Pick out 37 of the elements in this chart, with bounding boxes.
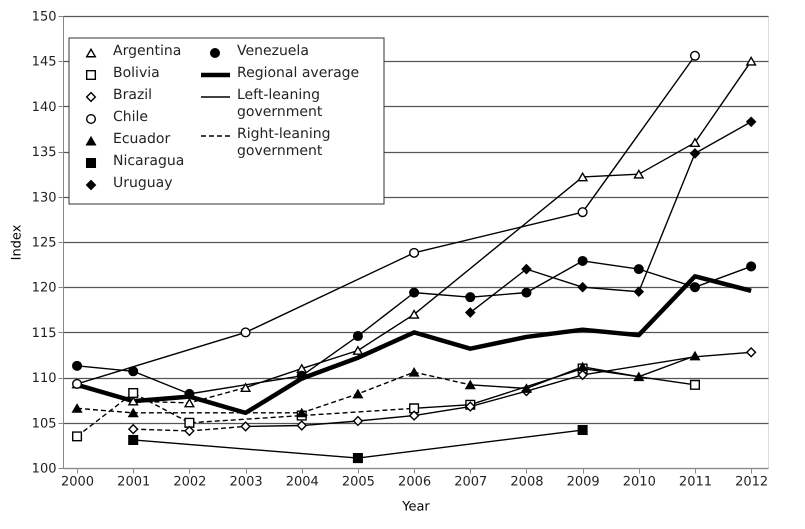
y-tick-label: 150 bbox=[32, 10, 56, 24]
y-tick-label: 130 bbox=[32, 190, 56, 206]
y-tick-label: 105 bbox=[32, 416, 56, 432]
y-tick-label: 125 bbox=[32, 236, 56, 250]
legend-label: Nicaragua bbox=[113, 153, 184, 169]
x-tick-label: 2007 bbox=[454, 474, 488, 490]
x-tick-label: 2003 bbox=[230, 474, 263, 490]
legend-label: Argentina bbox=[113, 43, 182, 59]
legend-label: Chile bbox=[113, 109, 148, 125]
x-tick-label: 2005 bbox=[342, 474, 375, 490]
x-tick-label: 2000 bbox=[60, 474, 94, 490]
y-tick-label: 110 bbox=[32, 371, 56, 386]
x-tick-label: 2004 bbox=[286, 474, 319, 490]
legend-label: Venezuela bbox=[237, 43, 309, 59]
y-axis-title: Index bbox=[10, 224, 25, 260]
legend-label: Right-leaning government bbox=[237, 126, 331, 159]
legend-label: Regional average bbox=[237, 65, 360, 81]
x-axis-title: Year bbox=[401, 500, 430, 514]
x-tick-label: 2010 bbox=[622, 474, 656, 490]
x-tick-label: 2002 bbox=[173, 474, 206, 490]
legend-label: Bolivia bbox=[113, 65, 160, 81]
x-tick-label: 2009 bbox=[566, 474, 600, 490]
x-tick-label: 2001 bbox=[117, 474, 150, 490]
legend-label: Brazil bbox=[113, 87, 152, 103]
y-tick-label: 100 bbox=[32, 462, 56, 476]
x-tick-label: 2012 bbox=[735, 474, 768, 490]
y-tick-label: 120 bbox=[32, 280, 56, 296]
legend-label: Left-leaning government bbox=[237, 87, 323, 120]
x-tick-label: 2006 bbox=[398, 474, 432, 490]
y-tick-label: 140 bbox=[32, 100, 56, 115]
legend-label: Ecuador bbox=[113, 131, 170, 147]
x-tick-label: 2011 bbox=[678, 474, 712, 490]
y-tick-label: 135 bbox=[32, 145, 56, 160]
y-tick-label: 115 bbox=[32, 326, 56, 341]
legend-label: Uruguay bbox=[113, 175, 172, 191]
y-tick-label: 145 bbox=[32, 54, 56, 70]
x-tick-label: 2008 bbox=[510, 474, 544, 490]
